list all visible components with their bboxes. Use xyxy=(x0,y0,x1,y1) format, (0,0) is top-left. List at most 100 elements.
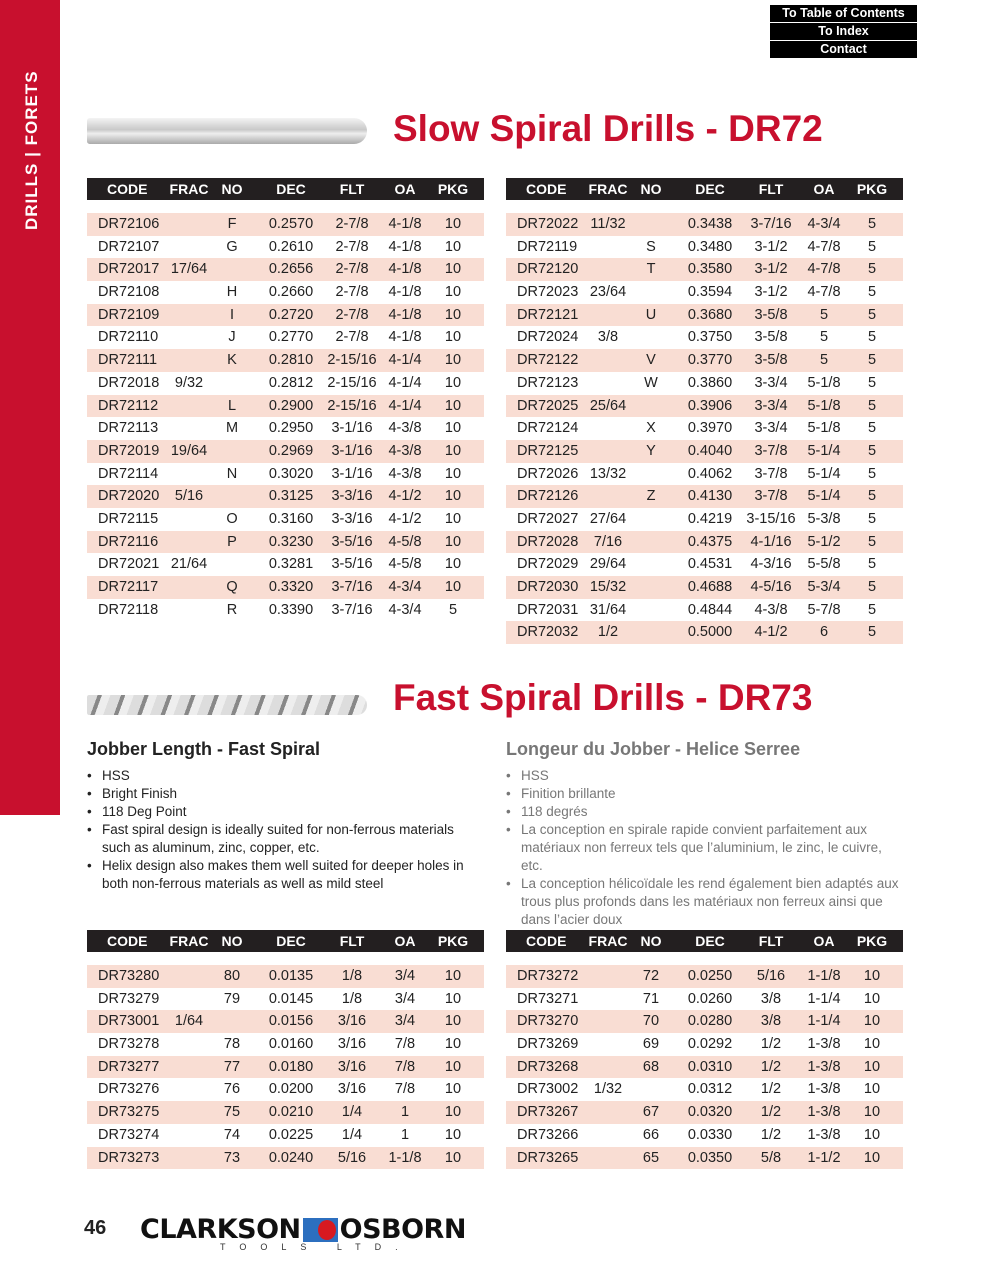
cell-pkg: 10 xyxy=(863,1081,881,1098)
cell-frac: 21/64 xyxy=(170,556,208,573)
cell-pkg: 10 xyxy=(444,216,462,232)
cell-pkg: 10 xyxy=(444,261,462,278)
cell-code: DR72121 xyxy=(517,306,579,323)
feature-item: La conception en spirale rapide convient… xyxy=(506,821,906,875)
table-row: DR73276 76 0.0200 3/16 7/8 10 xyxy=(87,1078,484,1101)
table-row: DR72117 Q 0.3320 3-7/16 4-3/4 10 xyxy=(87,576,484,599)
logo-left-text: CLARKSON xyxy=(140,1214,301,1245)
cell-no: 78 xyxy=(223,1036,241,1053)
cell-dec: 0.0320 xyxy=(687,1104,733,1121)
cell-no: 66 xyxy=(642,1126,660,1143)
cell-pkg: 10 xyxy=(444,442,462,459)
table-row: DR73001 1/64 0.0156 3/16 3/4 10 xyxy=(87,1010,484,1034)
table-row: DR72031 31/64 0.4844 4-3/8 5-7/8 5 xyxy=(506,599,903,622)
table-row: DR72032 1/2 0.5000 4-1/2 6 5 xyxy=(506,621,903,645)
fast-spiral-title: Fast Spiral Drills - DR73 xyxy=(393,677,813,718)
table-row: DR72118 R 0.3390 3-7/16 4-3/4 5 xyxy=(87,599,484,622)
column-header-frac: FRAC xyxy=(169,181,209,197)
cell-no: S xyxy=(646,238,656,255)
table-row: DR72030 15/32 0.4688 4-5/16 5-3/4 5 xyxy=(506,576,903,599)
cell-pkg: 10 xyxy=(444,990,462,1007)
cell-frac: 1/64 xyxy=(174,1013,204,1030)
section-label: DRILLS | FORETS xyxy=(22,70,41,230)
table-row: DR73275 75 0.0210 1/4 1 10 xyxy=(87,1101,484,1124)
cell-dec: 0.4844 xyxy=(687,601,733,618)
column-header-flt: FLT xyxy=(339,181,365,197)
cell-dec: 0.5000 xyxy=(687,624,733,641)
table-row: DR72027 27/64 0.4219 3-15/16 5-3/8 5 xyxy=(506,508,903,531)
contact-link[interactable]: Contact xyxy=(770,41,917,58)
cell-flt: 2-15/16 xyxy=(327,374,377,391)
table-header: CODE FRAC NO DEC FLT OA PKG xyxy=(87,930,484,952)
cell-dec: 0.2770 xyxy=(268,329,314,346)
table-row: DR72028 7/16 0.4375 4-1/16 5-1/2 5 xyxy=(506,530,903,554)
table-row: DR72125 Y 0.4040 3-7/8 5-1/4 5 xyxy=(506,439,903,463)
cell-code: DR72024 xyxy=(517,329,579,346)
cell-flt: 3-1/2 xyxy=(754,238,788,255)
cell-dec: 0.2656 xyxy=(268,261,314,278)
cell-flt: 1/2 xyxy=(760,1036,782,1053)
cell-flt: 2-7/8 xyxy=(335,216,369,232)
index-link[interactable]: To Index xyxy=(770,23,917,40)
cell-flt: 3-1/16 xyxy=(331,442,373,459)
cell-flt: 4-3/8 xyxy=(754,601,788,618)
cell-flt: 3-5/16 xyxy=(331,556,373,573)
cell-no: 73 xyxy=(223,1149,241,1166)
cell-flt: 2-7/8 xyxy=(335,306,369,323)
cell-code: DR72019 xyxy=(98,442,160,459)
cell-frac: 23/64 xyxy=(589,284,627,301)
cell-code: DR72017 xyxy=(98,261,160,278)
cell-dec: 0.3970 xyxy=(687,420,733,437)
cell-no: 77 xyxy=(223,1058,241,1075)
cell-flt: 3-15/16 xyxy=(746,510,796,527)
cell-code: DR72028 xyxy=(517,533,579,550)
cell-frac: 15/32 xyxy=(589,579,627,595)
cell-dec: 0.4040 xyxy=(687,442,733,459)
cell-flt: 3-3/16 xyxy=(331,488,373,505)
cell-dec: 0.4219 xyxy=(687,510,733,527)
cell-pkg: 10 xyxy=(444,1058,462,1075)
cell-flt: 3-1/16 xyxy=(331,465,373,482)
cell-oa: 1-3/8 xyxy=(807,1104,841,1121)
table-header: CODE FRAC NO DEC FLT OA PKG xyxy=(87,178,484,200)
cell-code: DR73269 xyxy=(517,1036,579,1053)
cell-pkg: 5 xyxy=(867,352,877,369)
cell-oa: 5-5/8 xyxy=(807,556,841,573)
cell-no: L xyxy=(227,397,237,414)
cell-code: DR73275 xyxy=(98,1104,160,1121)
cell-no: 76 xyxy=(223,1081,241,1098)
column-header-oa: OA xyxy=(813,181,835,197)
cell-oa: 4-5/8 xyxy=(388,556,422,573)
cell-oa: 5 xyxy=(819,352,829,369)
cell-code: DR72029 xyxy=(517,556,579,573)
cell-dec: 0.0180 xyxy=(268,1058,314,1075)
cell-pkg: 10 xyxy=(863,1149,881,1166)
cell-no: 80 xyxy=(223,968,241,984)
cell-dec: 0.4531 xyxy=(687,556,733,573)
column-header-code: CODE xyxy=(526,933,567,949)
cell-no: Y xyxy=(646,442,656,459)
cell-flt: 3-7/8 xyxy=(754,488,788,505)
cell-dec: 0.0250 xyxy=(687,968,733,984)
cell-oa: 1 xyxy=(400,1104,410,1121)
cell-dec: 0.2900 xyxy=(268,397,314,414)
cell-oa: 5-3/8 xyxy=(807,510,841,527)
cell-dec: 0.3438 xyxy=(687,216,733,232)
cell-code: DR72116 xyxy=(98,533,159,550)
feature-item: 118 degrés xyxy=(506,803,906,821)
table-row: DR72108 H 0.2660 2-7/8 4-1/8 10 xyxy=(87,281,484,304)
cell-code: DR73277 xyxy=(98,1058,160,1075)
cell-no: R xyxy=(226,601,238,618)
cell-pkg: 5 xyxy=(867,442,877,459)
table-header: CODE FRAC NO DEC FLT OA PKG xyxy=(506,178,903,200)
cell-code: DR73272 xyxy=(517,968,579,984)
cell-dec: 0.3750 xyxy=(687,329,733,346)
cell-oa: 1-1/4 xyxy=(807,990,841,1007)
cell-oa: 4-3/4 xyxy=(388,601,422,618)
cell-code: DR72107 xyxy=(98,238,160,255)
cell-pkg: 10 xyxy=(444,284,462,301)
logo-subtitle: TOOLS LTD. xyxy=(220,1242,412,1252)
toc-link[interactable]: To Table of Contents xyxy=(770,5,917,22)
cell-code: DR72123 xyxy=(517,374,579,391)
cell-code: DR72120 xyxy=(517,261,579,278)
